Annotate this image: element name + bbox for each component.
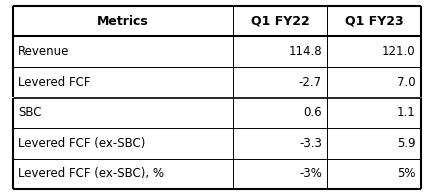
Bar bbox=[327, 36, 421, 67]
Text: 5.9: 5.9 bbox=[397, 137, 416, 150]
Text: Q1 FY22: Q1 FY22 bbox=[251, 15, 309, 28]
Text: 7.0: 7.0 bbox=[397, 76, 416, 89]
Text: 121.0: 121.0 bbox=[382, 45, 416, 58]
Text: -3.3: -3.3 bbox=[299, 137, 322, 150]
Text: 1.1: 1.1 bbox=[397, 106, 416, 119]
Bar bbox=[327, 128, 421, 159]
Bar bbox=[233, 128, 327, 159]
Text: SBC: SBC bbox=[18, 106, 42, 119]
Bar bbox=[13, 98, 233, 128]
Text: Levered FCF (ex-SBC): Levered FCF (ex-SBC) bbox=[18, 137, 145, 150]
Bar bbox=[13, 67, 233, 98]
Text: 5%: 5% bbox=[397, 167, 416, 180]
Bar bbox=[327, 98, 421, 128]
Text: Q1 FY23: Q1 FY23 bbox=[345, 15, 403, 28]
Text: -2.7: -2.7 bbox=[299, 76, 322, 89]
Text: -3%: -3% bbox=[299, 167, 322, 180]
Bar bbox=[13, 128, 233, 159]
Text: Revenue: Revenue bbox=[18, 45, 69, 58]
Bar bbox=[13, 159, 233, 189]
Bar bbox=[233, 159, 327, 189]
Bar bbox=[233, 6, 327, 36]
Text: Metrics: Metrics bbox=[97, 15, 149, 28]
Bar bbox=[13, 6, 233, 36]
Bar bbox=[233, 67, 327, 98]
Bar bbox=[327, 159, 421, 189]
Bar bbox=[327, 67, 421, 98]
Text: 0.6: 0.6 bbox=[303, 106, 322, 119]
Text: Levered FCF (ex-SBC), %: Levered FCF (ex-SBC), % bbox=[18, 167, 164, 180]
Bar bbox=[233, 98, 327, 128]
Text: Levered FCF: Levered FCF bbox=[18, 76, 91, 89]
Bar bbox=[327, 6, 421, 36]
Bar bbox=[233, 36, 327, 67]
Bar bbox=[13, 36, 233, 67]
Text: 114.8: 114.8 bbox=[288, 45, 322, 58]
